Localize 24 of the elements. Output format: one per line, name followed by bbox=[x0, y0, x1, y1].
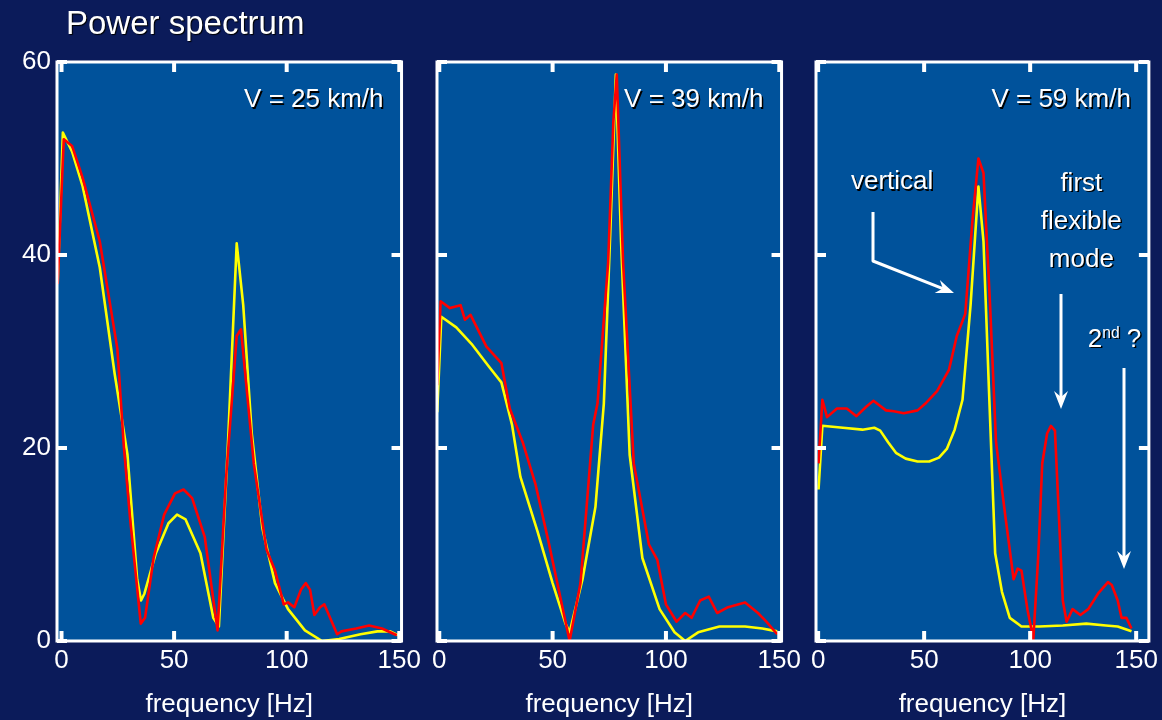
annotation: V = 39 km/h bbox=[624, 83, 764, 113]
x-tick-label: 150 bbox=[1114, 643, 1158, 674]
x-axis-title: frequency [Hz] bbox=[525, 687, 694, 718]
x-axis-title: frequency [Hz] bbox=[898, 687, 1067, 718]
y-tick-label: 60 bbox=[22, 45, 51, 76]
x-tick-label: 0 bbox=[432, 643, 447, 674]
x-axis-title: frequency [Hz] bbox=[145, 687, 314, 718]
annotation: V = 59 km/h bbox=[991, 83, 1131, 113]
x-tick-label: 0 bbox=[810, 643, 826, 674]
x-tick-label: 50 bbox=[909, 643, 939, 674]
x-tick-label: 100 bbox=[644, 643, 688, 674]
annotation: first flexible mode bbox=[1040, 166, 1122, 273]
annotation: vertical bbox=[850, 165, 934, 196]
x-tick-label: 50 bbox=[159, 643, 189, 674]
x-tick-label: 100 bbox=[265, 643, 309, 674]
y-tick-label: 20 bbox=[22, 431, 51, 462]
x-tick-label: 150 bbox=[757, 643, 801, 674]
annotation: V = 25 km/h bbox=[244, 83, 384, 113]
x-tick-label: 150 bbox=[377, 643, 421, 674]
y-tick-label: 40 bbox=[22, 238, 51, 269]
chart-title: Power spectrum bbox=[66, 4, 305, 42]
x-tick-label: 100 bbox=[1008, 643, 1052, 674]
y-tick-label: 0 bbox=[36, 624, 51, 655]
x-tick-label: 50 bbox=[538, 643, 568, 674]
